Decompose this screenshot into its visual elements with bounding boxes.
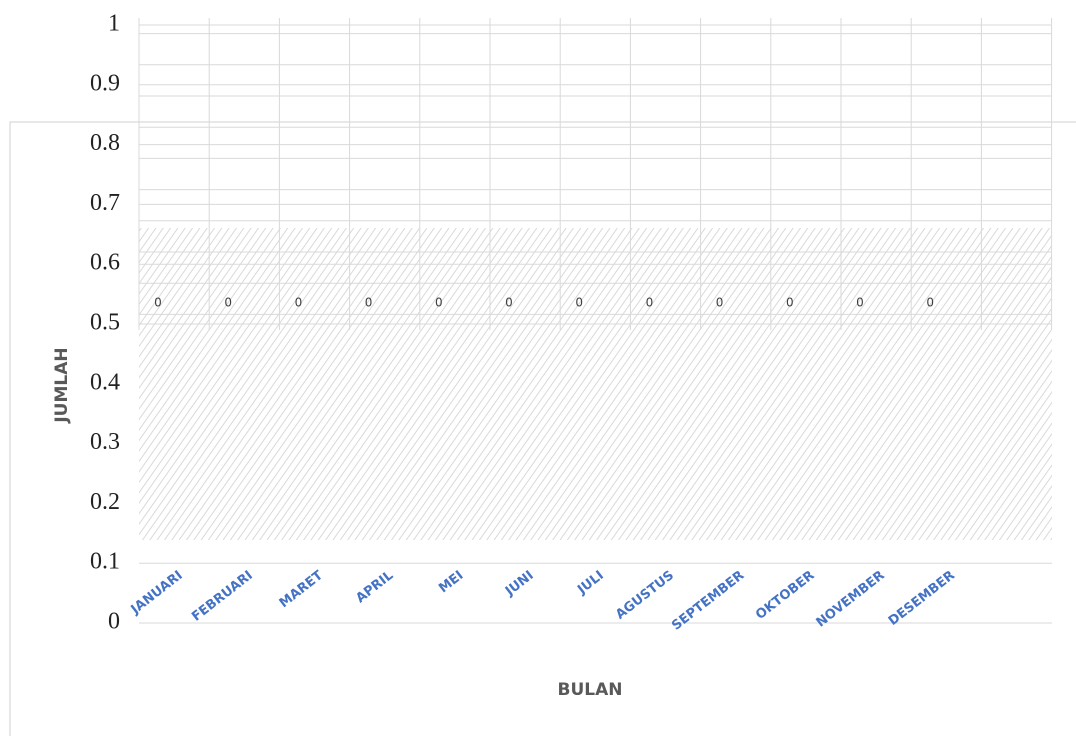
- x-tick-label: JULI: [574, 568, 606, 598]
- x-tick-label: APRIL: [353, 568, 396, 606]
- y-axis-title: JUMLAH: [52, 347, 72, 423]
- x-axis-title: BULAN: [558, 680, 623, 700]
- y-tick-label: 0.6: [90, 250, 120, 276]
- y-tick-label: 0.8: [90, 130, 120, 156]
- x-tick-label: FEBRUARI: [189, 568, 256, 625]
- data-label: 0: [435, 296, 443, 310]
- y-tick-label: 0.5: [90, 310, 120, 336]
- data-label: 0: [505, 296, 513, 310]
- data-label: 0: [224, 296, 232, 310]
- x-tick-label: OKTOBER: [753, 568, 817, 623]
- y-tick-label: 0: [108, 609, 120, 635]
- data-label: 0: [575, 296, 583, 310]
- x-tick-label: DESEMBER: [886, 568, 958, 629]
- data-label: 0: [856, 296, 864, 310]
- x-tick-label: JANUARI: [128, 568, 186, 618]
- data-label: 0: [365, 296, 373, 310]
- data-label: 0: [154, 296, 162, 310]
- plot-hatch: [139, 228, 1052, 540]
- x-tick-label: MEI: [436, 568, 466, 596]
- y-tick-label: 0.2: [90, 489, 120, 515]
- y-tick-label: 0.7: [90, 190, 120, 216]
- data-label: 0: [786, 296, 794, 310]
- x-tick-label: JUNI: [502, 568, 537, 600]
- y-tick-label: 1: [108, 11, 120, 37]
- data-label: 0: [295, 296, 303, 310]
- data-label: 0: [646, 296, 654, 310]
- x-tick-label: MARET: [277, 568, 326, 611]
- chart-frame: [9, 121, 1076, 736]
- data-label: 0: [716, 296, 724, 310]
- data-label: 0: [926, 296, 934, 310]
- y-tick-label: 0.1: [90, 549, 120, 575]
- x-tick-label: SEPTEMBER: [669, 568, 747, 634]
- x-tick-label: AGUSTUS: [613, 568, 677, 623]
- x-tick-label: NOVEMBER: [814, 568, 888, 630]
- y-tick-label: 0.9: [90, 70, 120, 96]
- y-tick-label: 0.4: [90, 369, 120, 395]
- y-tick-label: 0.3: [90, 429, 120, 455]
